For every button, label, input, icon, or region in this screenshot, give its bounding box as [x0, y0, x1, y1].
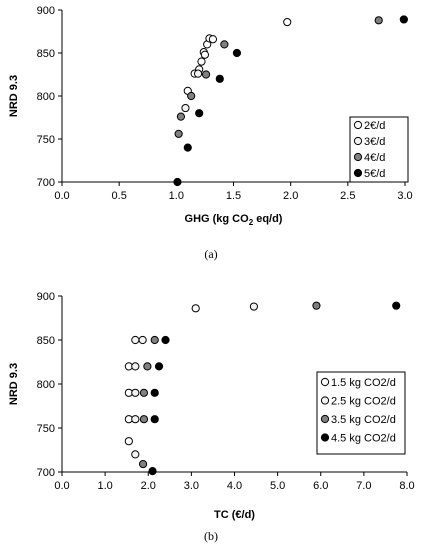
x-tick-label: 0.0 — [54, 480, 69, 492]
x-axis-title: GHG (kg CO2 eq/d) — [185, 213, 283, 227]
legend-marker — [320, 414, 330, 424]
legend-label: 4€/d — [364, 152, 385, 164]
data-point-b-s3 — [150, 388, 159, 397]
x-tick-label: 1.0 — [97, 480, 112, 492]
data-point-b-s2 — [312, 301, 321, 310]
x-axis-title-main: GHG (kg CO — [185, 213, 250, 225]
data-point-b-s1 — [138, 335, 147, 345]
legend-marker — [320, 396, 330, 405]
x-tick-label: 2.0 — [283, 190, 298, 202]
data-point-a-s2 — [220, 40, 229, 49]
panel-caption: (b) — [204, 529, 218, 543]
x-tick-label: 5.0 — [270, 480, 285, 492]
legend-marker — [320, 433, 330, 442]
data-point-a-s2 — [174, 129, 183, 138]
y-axis-title: NRD 9.3 — [8, 363, 20, 405]
data-point-a-s3 — [215, 74, 224, 83]
x-tick-label: 8.0 — [399, 480, 414, 492]
legend-label: 2€/d — [364, 120, 385, 132]
y-tick-label: 750 — [37, 134, 55, 146]
legend-marker — [353, 168, 363, 178]
x-tick-label: 0.0 — [54, 190, 69, 202]
data-point-a-s0 — [283, 17, 292, 27]
y-axis-title: NRD 9.3 — [8, 75, 20, 117]
y-tick-label: 800 — [37, 379, 55, 391]
y-tick-label: 900 — [37, 291, 55, 303]
legend-label: 3.5 kg CO2/d — [331, 414, 396, 426]
data-point-a-s2 — [201, 70, 211, 79]
y-tick-label: 750 — [37, 423, 55, 435]
y-tick-label: 700 — [37, 467, 55, 479]
legend-label: 3€/d — [364, 136, 385, 148]
legend-box — [316, 371, 406, 455]
data-point-b-s2 — [143, 362, 152, 371]
data-point-a-s3 — [232, 48, 242, 58]
data-point-b-s1 — [249, 302, 259, 311]
data-point-b-s2 — [138, 459, 148, 469]
legend-marker — [320, 377, 330, 387]
legend-label: 1.5 kg CO2/d — [331, 377, 396, 389]
data-point-b-s2 — [139, 415, 149, 424]
data-point-b-s3 — [150, 415, 159, 424]
legend-label: 5€/d — [364, 168, 385, 180]
data-point-b-s3 — [161, 335, 170, 345]
x-axis-title-tail: eq/d) — [253, 213, 283, 225]
y-tick-label: 900 — [37, 5, 55, 17]
data-point-a-s0 — [197, 57, 206, 66]
data-point-b-s1 — [131, 388, 140, 397]
data-point-a-s1 — [193, 69, 203, 78]
y-tick-label: 850 — [37, 335, 55, 347]
data-point-a-s3 — [183, 143, 192, 152]
data-point-b-s1 — [131, 362, 140, 371]
y-tick-label: 700 — [37, 177, 55, 189]
legend-marker — [353, 152, 363, 162]
x-tick-label: 7.0 — [356, 480, 371, 492]
data-point-a-s2 — [176, 112, 186, 121]
x-tick-label: 1.5 — [226, 190, 241, 202]
data-point-b-s1 — [131, 415, 140, 424]
x-axis-title-subscript: 2 — [249, 218, 254, 227]
legend-marker — [353, 120, 363, 130]
y-tick-label: 800 — [37, 91, 55, 103]
data-point-b-s3 — [148, 467, 157, 476]
legend-label: 2.5 kg CO2/d — [331, 396, 396, 408]
data-point-a-s3 — [173, 177, 182, 187]
x-tick-label: 3.0 — [184, 480, 199, 492]
data-point-a-s0 — [208, 35, 218, 44]
data-point-a-s3 — [195, 109, 204, 118]
data-point-b-s2 — [139, 388, 149, 397]
x-tick-label: 4.0 — [227, 480, 242, 492]
x-tick-label: 2.5 — [340, 190, 355, 202]
x-axis-title: TC (€/d) — [214, 509, 255, 521]
data-point-b-s2 — [150, 335, 159, 345]
data-point-a-s2 — [187, 91, 196, 101]
data-point-a-s0 — [200, 50, 210, 59]
data-point-b-s1 — [131, 335, 140, 345]
data-point-a-s3 — [399, 15, 408, 24]
data-point-b-s0 — [191, 304, 200, 313]
data-point-b-s0 — [124, 437, 133, 446]
data-point-b-s1 — [131, 450, 140, 459]
legend-marker — [353, 136, 363, 146]
x-tick-label: 2.0 — [141, 480, 156, 492]
y-tick-label: 850 — [37, 48, 55, 60]
data-point-b-s3 — [392, 301, 401, 310]
x-tick-label: 6.0 — [313, 480, 328, 492]
x-tick-label: 1.0 — [169, 190, 184, 202]
data-point-a-s2 — [374, 16, 383, 25]
x-axis-title-main: TC (€/d) — [214, 509, 255, 521]
x-tick-label: 0.5 — [112, 190, 127, 202]
x-tick-label: 3.0 — [397, 190, 412, 202]
panel-caption: (a) — [204, 247, 217, 261]
data-point-b-s3 — [154, 362, 164, 371]
data-point-a-s1 — [181, 103, 190, 113]
legend-label: 4.5 kg CO2/d — [331, 433, 396, 445]
